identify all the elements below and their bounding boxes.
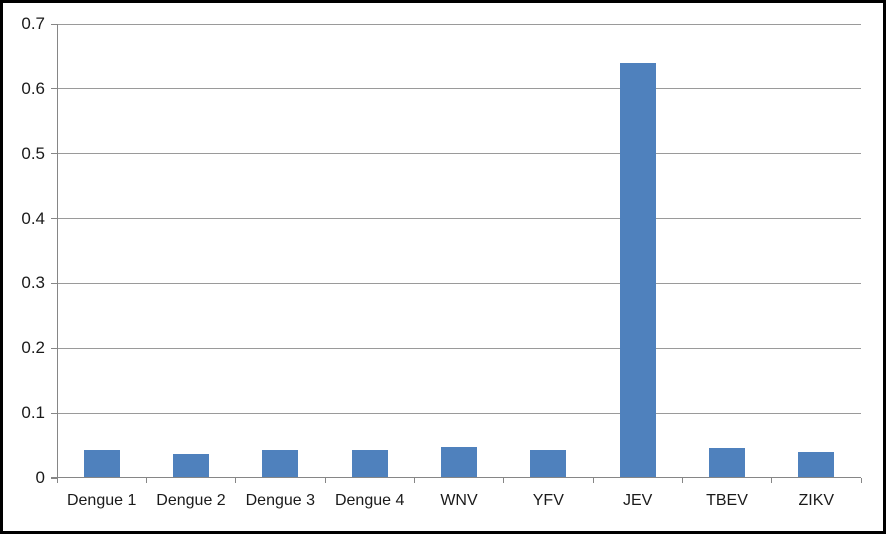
x-axis-tick	[860, 478, 862, 483]
y-axis-tick	[51, 23, 57, 25]
y-tick-label: 0.6	[21, 78, 45, 98]
y-axis-line	[57, 24, 58, 478]
y-tick-label: 0.7	[21, 14, 45, 33]
y-axis-tick	[51, 412, 57, 414]
y-axis-tick	[51, 282, 57, 284]
x-axis-tick	[592, 478, 594, 483]
gridline	[57, 153, 861, 155]
x-axis-tick	[145, 478, 147, 483]
x-axis-line	[51, 477, 861, 478]
x-tick-label: Dengue 3	[245, 492, 316, 509]
gridline	[57, 282, 861, 284]
x-axis-tick	[681, 478, 683, 483]
x-axis-tick	[503, 478, 505, 483]
y-axis-tick	[51, 347, 57, 349]
x-tick-label: TBEV	[706, 492, 748, 509]
x-tick-label: Dengue 1	[66, 492, 137, 509]
y-axis-tick	[51, 477, 57, 479]
gridline	[57, 412, 861, 414]
x-tick-label: Dengue 4	[334, 492, 405, 509]
bar-yfv	[530, 450, 567, 477]
bar-jev	[619, 63, 656, 477]
x-tick-label: YFV	[532, 492, 564, 509]
y-axis-tick	[51, 88, 57, 90]
gridline	[57, 23, 861, 25]
bar-wnv	[441, 447, 477, 477]
y-tick-label: 0.4	[21, 208, 45, 228]
x-tick-label: JEV	[622, 492, 653, 509]
gridline	[57, 218, 861, 220]
gridline	[57, 347, 861, 349]
bar-dengue-1	[83, 449, 120, 477]
y-tick-label: 0.5	[21, 143, 45, 163]
y-axis-tick	[51, 218, 57, 220]
plot-area	[51, 23, 861, 478]
bar-dengue-4	[351, 449, 388, 477]
x-axis-tick	[56, 478, 58, 483]
bar-dengue-3	[262, 449, 299, 477]
y-tick-label: 0.3	[21, 273, 45, 293]
y-tick-label: 0.1	[21, 403, 45, 423]
x-axis-tick	[771, 478, 773, 483]
x-tick-label: Dengue 2	[156, 492, 226, 509]
gridline	[57, 88, 861, 90]
bar-zikv	[798, 452, 835, 477]
x-axis-tick	[235, 478, 237, 483]
x-tick-label: ZIKV	[798, 492, 835, 509]
y-tick-label: 0.2	[21, 338, 45, 358]
x-axis-tick	[324, 478, 326, 483]
y-axis-tick	[51, 153, 57, 155]
bar-tbev	[709, 447, 745, 477]
y-tick-label: 0	[35, 468, 45, 487]
bar-dengue-2	[173, 453, 209, 477]
x-axis-tick	[413, 478, 415, 483]
x-tick-label: WNV	[440, 492, 478, 509]
